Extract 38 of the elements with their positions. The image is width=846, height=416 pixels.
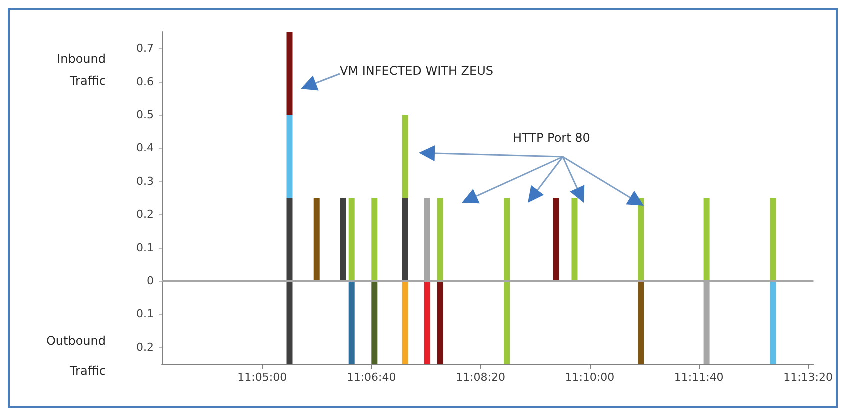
bar — [314, 198, 320, 281]
y-tick-label: 0.2 — [136, 340, 154, 354]
annotation: VM INFECTED WITH ZEUS — [340, 64, 494, 78]
bar — [348, 198, 355, 281]
bar — [372, 281, 378, 364]
bar — [286, 115, 293, 198]
y-tick-label: 0.6 — [136, 75, 154, 88]
bar — [770, 198, 776, 281]
bar — [504, 198, 510, 281]
bar — [704, 198, 710, 281]
bar — [286, 32, 293, 115]
y-tick-label: 0 — [147, 274, 154, 288]
x-tick-label: 11:11:40 — [674, 371, 724, 384]
y-tick-label: 0.7 — [136, 42, 154, 56]
y-tick-label: 0.2 — [136, 208, 154, 222]
y-tick-label: 0.1 — [136, 241, 154, 254]
x-tick-label: 11:08:20 — [456, 371, 506, 384]
bar — [437, 198, 444, 281]
bar — [402, 198, 408, 281]
bar — [553, 198, 560, 281]
x-tick-label: 11:05:00 — [238, 371, 288, 384]
y-axis-title: Inbound Traffic — [57, 52, 106, 88]
x-tick-label: 11:06:40 — [346, 371, 396, 384]
x-tick-label: 11:13:20 — [784, 371, 833, 384]
annotation: HTTP Port 80 — [513, 131, 590, 145]
bar — [402, 281, 408, 364]
bar — [402, 115, 408, 198]
y-tick-label: 0.1 — [136, 308, 154, 321]
bar — [372, 198, 378, 281]
x-tick-label: 11:10:00 — [565, 371, 615, 384]
y-tick-label: 0.4 — [136, 142, 154, 155]
y-tick-label: 0.3 — [136, 174, 154, 188]
text: Outbound Traffic — [46, 334, 106, 378]
bar — [340, 198, 346, 281]
bar — [424, 281, 430, 364]
y-tick-label: 0.5 — [136, 108, 154, 122]
bar — [286, 198, 293, 281]
bar — [348, 281, 355, 364]
